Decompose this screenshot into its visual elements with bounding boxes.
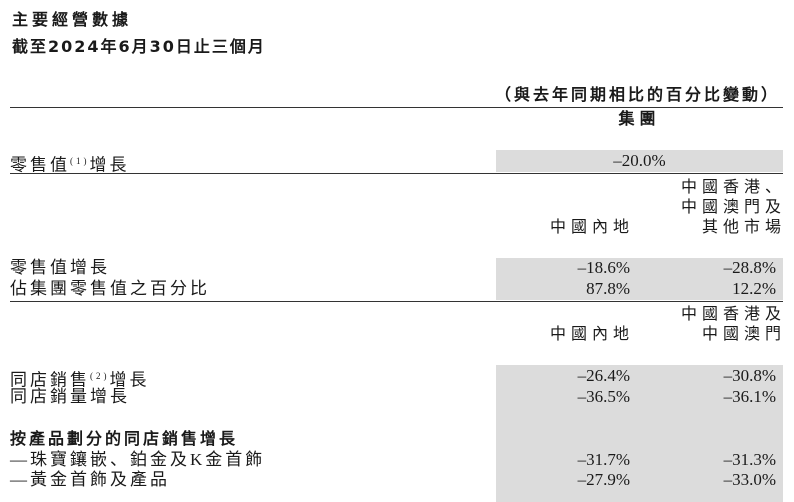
row-value: –26.4% [577, 366, 630, 385]
group-value: –20.0% [613, 151, 666, 170]
row-label: 同店銷量增長 [10, 387, 130, 406]
product-subheading: 按產品劃分的同店銷售增長 [10, 429, 239, 448]
shade [496, 365, 783, 502]
row-value: –36.1% [723, 387, 776, 406]
row-value: –27.9% [577, 470, 630, 489]
row-value: –28.8% [723, 258, 776, 277]
row-value: –31.7% [577, 450, 630, 469]
row-label: 佔集團零售值之百分比 [10, 279, 210, 298]
col2-header: 中國香港及 中國澳門 [680, 304, 786, 343]
row-label: —黃金首飾及產品 [10, 470, 170, 489]
row-label: 同店銷售(2)增長 [10, 370, 150, 390]
row-value: 12.2% [732, 279, 776, 298]
group-header: 集團 [618, 109, 661, 128]
divider [10, 107, 783, 108]
row-value: –18.6% [577, 258, 630, 277]
divider [10, 301, 783, 302]
row-value: –36.5% [577, 387, 630, 406]
shade [496, 150, 783, 172]
comparison-note: （與去年同期相比的百分比變動） [494, 85, 780, 104]
divider [10, 173, 783, 174]
row-value: –31.3% [723, 450, 776, 469]
shade [496, 258, 783, 300]
row-label: 零售值增長 [10, 258, 110, 277]
row-value: –33.0% [723, 470, 776, 489]
col1-header: 中國內地 [549, 217, 634, 236]
row-value: 87.8% [586, 279, 630, 298]
page-subtitle: 截至2024年6月30日止三個月 [12, 37, 266, 56]
col2-header: 中國香港、 中國澳門及 其他市場 [680, 177, 786, 236]
page-title: 主要經營數據 [12, 10, 133, 29]
col1-header: 中國內地 [549, 324, 634, 343]
row-value: –30.8% [723, 366, 776, 385]
retail-value-growth-label: 零售值(1)增長 [10, 155, 130, 175]
row-label: —珠寶鑲嵌、鉑金及K金首飾 [10, 450, 266, 469]
